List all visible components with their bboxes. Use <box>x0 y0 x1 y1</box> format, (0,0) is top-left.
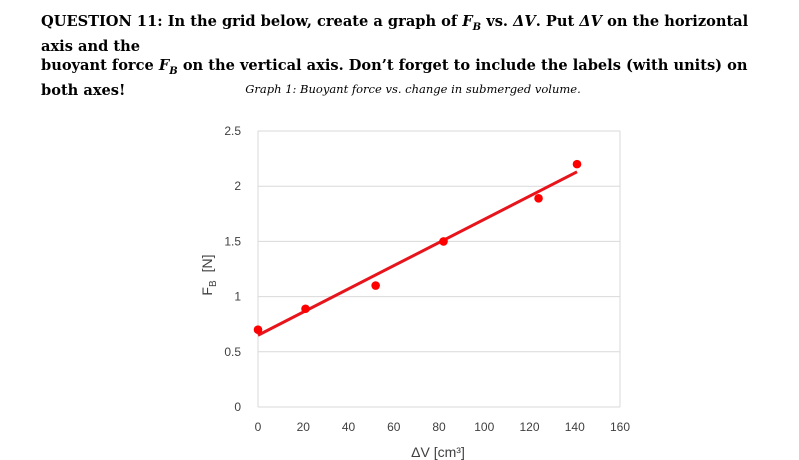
trend-line-group <box>257 170 578 337</box>
y-tick-label: 0.5 <box>224 345 241 359</box>
x-tick-label: 120 <box>519 420 539 434</box>
fb-symbol: F <box>158 56 170 74</box>
chart-title: Graph 1: Buoyant force vs. change in sub… <box>245 82 581 96</box>
y-tick-label: 1.5 <box>224 234 241 248</box>
x-tick-label: 60 <box>387 420 401 434</box>
y-axis-label-unit: [N] <box>199 254 215 272</box>
question-text-part: on the vertical axis. Don’t forget to in… <box>41 56 748 99</box>
fb-subscript: B <box>169 65 178 77</box>
chart-grid <box>257 130 621 408</box>
question-line-1: QUESTION 11: In the grid below, create a… <box>41 12 781 56</box>
x-tick-label: 100 <box>474 420 494 434</box>
trend-line <box>257 170 578 337</box>
question-text-part: In the grid below, create a graph of <box>167 13 458 30</box>
x-tick-labels: 0 20 40 60 80 100 120 140 160 <box>255 420 631 434</box>
y-axis-label-symbol: F <box>199 287 215 296</box>
data-point <box>534 194 543 203</box>
data-points <box>253 159 582 335</box>
y-tick-label: 1 <box>234 290 241 304</box>
data-point <box>572 159 582 169</box>
y-axis-label-subscript: B <box>208 280 219 287</box>
dv-symbol: ΔV <box>513 13 536 30</box>
question-text-part: buoyant force <box>41 56 154 74</box>
data-point <box>439 237 448 246</box>
x-tick-label: 80 <box>432 420 446 434</box>
vs-word: vs. <box>486 13 508 30</box>
y-tick-label: 2 <box>234 179 241 193</box>
x-axis-label: ΔV [cm³] <box>411 444 465 460</box>
x-tick-label: 160 <box>610 420 630 434</box>
x-tick-label: 20 <box>297 420 311 434</box>
question-text: QUESTION 11: In the grid below, create a… <box>41 12 781 100</box>
fb-symbol: F <box>462 13 473 30</box>
svg-text:FB[N]: FB [N] <box>199 254 219 295</box>
question-text-part: . Put <box>535 13 575 30</box>
x-tick-label: 40 <box>342 420 356 434</box>
y-tick-labels: 0 0.5 1 1.5 2 2.5 <box>224 124 241 414</box>
question-number: QUESTION 11: <box>41 13 163 30</box>
x-tick-label: 140 <box>565 420 585 434</box>
data-point <box>371 281 380 290</box>
fb-subscript: B <box>472 21 482 33</box>
x-tick-label: 0 <box>255 420 262 434</box>
question-text-part: on the horizontal axis and the <box>41 13 749 55</box>
y-tick-label: 2.5 <box>224 124 241 138</box>
y-tick-label: 0 <box>234 400 241 414</box>
question-line-2: buoyant force FB on the vertical axis. D… <box>41 56 781 100</box>
dv-symbol: ΔV <box>579 13 602 30</box>
data-point <box>301 304 310 314</box>
data-point <box>253 325 263 335</box>
y-axis-label: FB [N] <box>199 254 219 295</box>
